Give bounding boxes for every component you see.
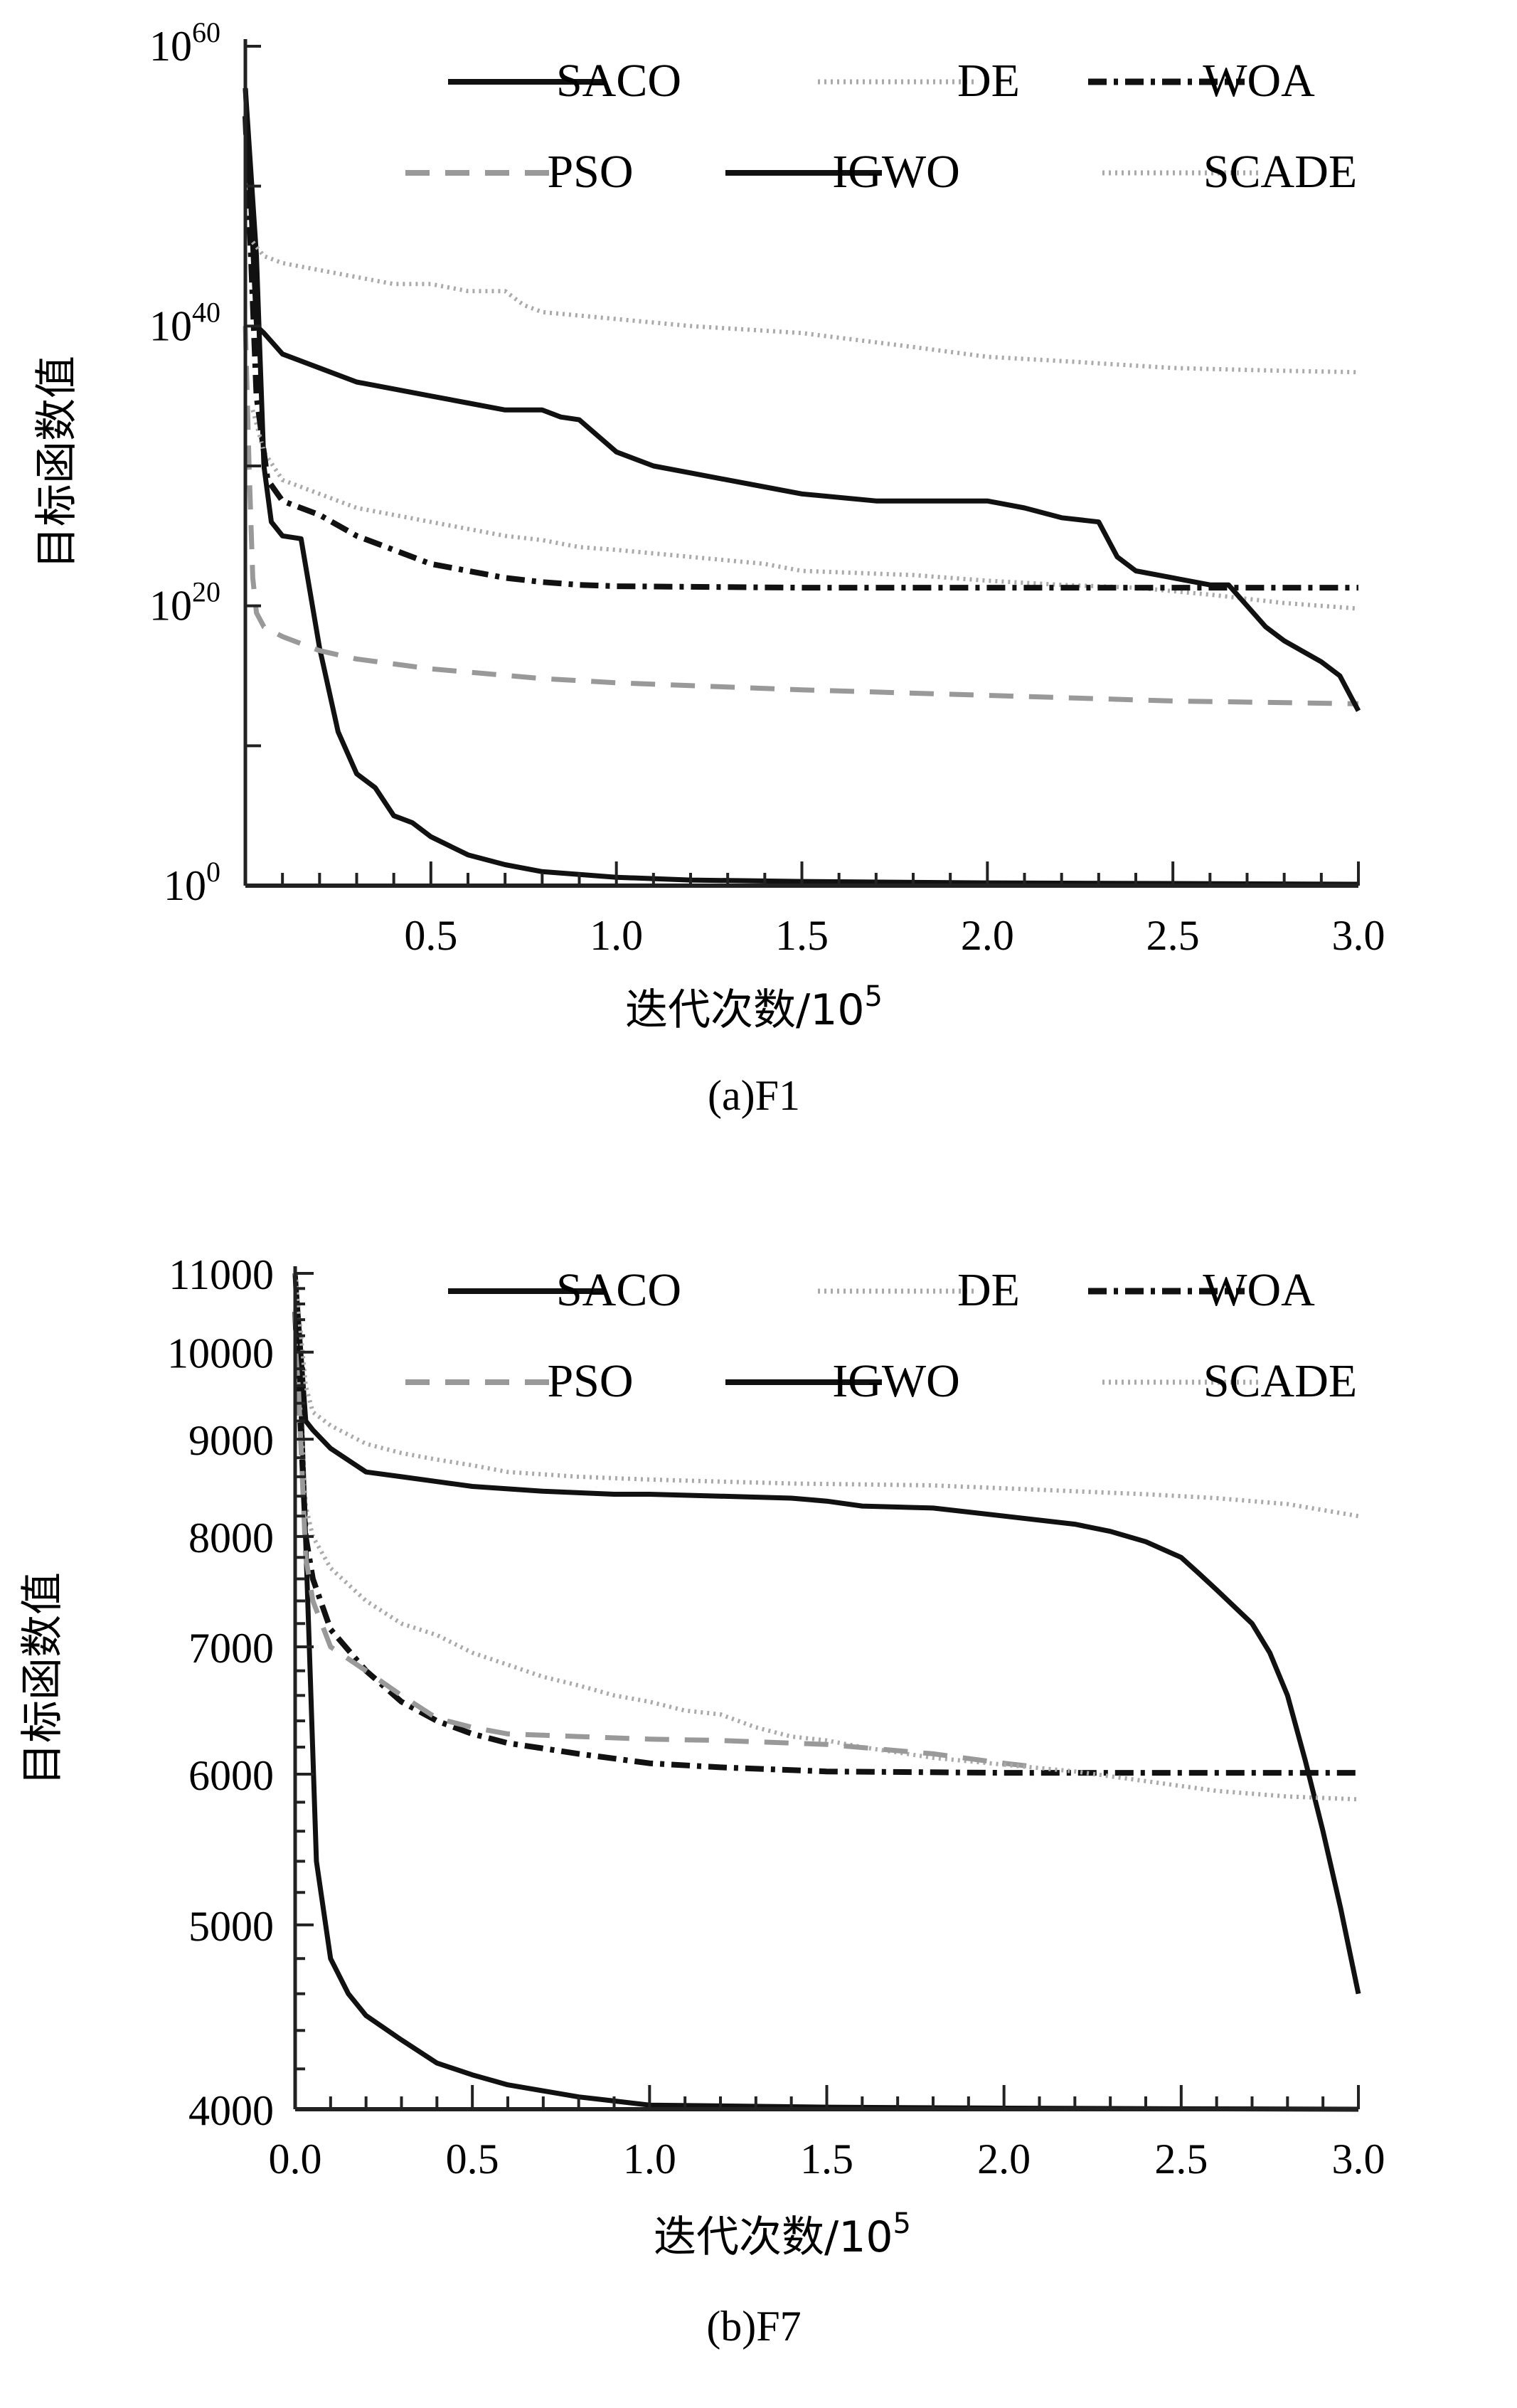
x-tick-label-f7: 2.5 [1154, 2136, 1208, 2182]
x-tick-label-f1: 1.0 [590, 912, 643, 959]
series-line-saco-f1 [243, 87, 1359, 887]
series-line-igwo-f1 [243, 87, 1361, 712]
x-tick-label-f1: 2.5 [1146, 912, 1200, 959]
plot-area-f7 [292, 1273, 1361, 2112]
x-axis-title-sup-f1: 5 [865, 980, 883, 1013]
series-line-pso-f7 [292, 1311, 1040, 1770]
y-tick-label-f7: 6000 [188, 1752, 274, 1799]
legend-label-saco: SACO [556, 55, 681, 107]
legend-label-saco: SACO [556, 1264, 681, 1316]
legend-label-woa: WOA [1203, 55, 1315, 107]
y-tick-label-f1: 1040 [149, 296, 220, 349]
legend-label-igwo: IGWO [832, 146, 960, 198]
x-axis-title-sup-f7: 5 [893, 2207, 911, 2240]
y-tick-label-f7: 9000 [188, 1417, 274, 1464]
legend-item-de: DE [818, 1264, 1020, 1316]
legend-item-igwo: IGWO [725, 146, 960, 198]
series-line-pso-f1 [243, 326, 1359, 706]
y-tick-label-f7: 10000 [167, 1330, 274, 1377]
y-tick-label-f7: 8000 [188, 1515, 274, 1561]
series-line-scade-f7 [293, 1273, 1359, 1519]
x-tick-label-f7: 0.0 [269, 2136, 322, 2182]
series-line-de-tail-f7 [1004, 1762, 1359, 1802]
y-tick-label-f1: 1020 [149, 576, 220, 630]
legend-item-saco: SACO [448, 1264, 681, 1316]
legend-item-saco: SACO [448, 55, 681, 107]
series-line-woa-f7 [292, 1311, 1358, 1776]
x-tick-label-f7: 1.5 [800, 2136, 853, 2182]
y-tick-exponent: 40 [192, 296, 220, 328]
x-axis-title-text-f7: 迭代次数/10 [654, 2212, 893, 2262]
y-tick-label-f7: 5000 [188, 1903, 274, 1950]
legend-label-igwo: IGWO [832, 1355, 960, 1407]
legend-f7: SACO DE WOA PSO IGWO SCADE [405, 1264, 1357, 1407]
x-axis-f1: 0.5 1.0 1.5 2.0 2.5 3.0 [244, 861, 1385, 959]
legend-item-scade: SCADE [1102, 1355, 1357, 1407]
y-tick-base: 10 [149, 302, 192, 349]
legend-item-pso: PSO [405, 1355, 634, 1407]
legend-item-scade: SCADE [1102, 146, 1357, 198]
legend-label-woa: WOA [1203, 1264, 1315, 1316]
legend-label-pso: PSO [547, 146, 633, 198]
y-tick-exponent: 0 [206, 856, 220, 888]
series-line-woa-f1 [243, 116, 1358, 591]
legend-f1: SACO DE WOA PSO IGWO SCADE [405, 55, 1357, 198]
legend-item-pso: PSO [405, 146, 634, 198]
legend-label-scade: SCADE [1203, 1355, 1357, 1407]
legend-label-pso: PSO [547, 1355, 633, 1407]
y-tick-base: 10 [149, 23, 192, 70]
legend-item-woa: WOA [1088, 1264, 1315, 1316]
x-tick-label-f7: 0.5 [446, 2136, 499, 2182]
caption-f7: (b)F7 [706, 2303, 801, 2350]
y-tick-label-f7: 4000 [188, 2087, 274, 2134]
y-axis-f7: 11000 10000 9000 8000 7000 6000 5000 4000 [167, 1251, 314, 2134]
x-tick-label-f7: 1.0 [623, 2136, 676, 2182]
y-tick-base: 10 [149, 583, 192, 630]
legend-item-igwo: IGWO [725, 1355, 960, 1407]
y-tick-label-f1: 100 [164, 856, 220, 909]
y-axis-title-f1: 目标函数值 [32, 356, 82, 569]
y-tick-label-f7: 7000 [188, 1625, 274, 1672]
y-tick-label-f7: 11000 [169, 1251, 274, 1298]
x-tick-label-f1: 0.5 [404, 912, 457, 959]
y-tick-label-f1: 1060 [149, 16, 220, 70]
x-tick-label-f7: 2.0 [977, 2136, 1031, 2182]
y-tick-exponent: 20 [192, 576, 220, 608]
x-axis-title-text-f1: 迭代次数/10 [625, 985, 865, 1035]
x-tick-label-f7: 3.0 [1332, 2136, 1385, 2182]
legend-label-de: DE [957, 1264, 1020, 1316]
caption-f1: (a)F1 [708, 1072, 800, 1119]
legend-label-de: DE [957, 55, 1020, 107]
x-tick-label-f1: 1.5 [775, 912, 829, 959]
y-axis-title-f7: 目标函数值 [18, 1572, 68, 1786]
y-tick-base: 10 [164, 862, 206, 909]
legend-label-scade: SCADE [1203, 146, 1357, 198]
x-tick-label-f1: 2.0 [961, 912, 1014, 959]
y-tick-exponent: 60 [192, 16, 220, 48]
plot-area-f1 [243, 87, 1361, 887]
x-axis-title-f7: 迭代次数/105 [654, 2207, 911, 2262]
series-line-saco-f7 [292, 1273, 1359, 2112]
x-axis-f7: 0.0 0.5 1.0 1.5 2.0 2.5 3.0 [269, 2085, 1385, 2182]
legend-item-de: DE [818, 55, 1020, 107]
series-line-igwo-f7 [292, 1273, 1361, 1995]
series-line-de-f1 [250, 409, 1359, 611]
x-tick-label-f1: 3.0 [1332, 912, 1385, 959]
series-line-scade-f1 [251, 240, 1359, 375]
legend-item-woa: WOA [1088, 55, 1315, 107]
x-axis-title-f1: 迭代次数/105 [625, 980, 883, 1035]
